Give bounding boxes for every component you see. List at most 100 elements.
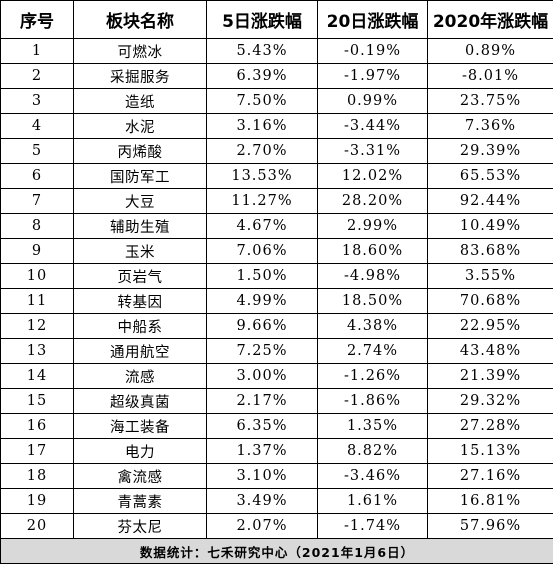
change-20day-cell: 2.74% [318, 339, 428, 364]
sector-name-cell: 芬太尼 [74, 514, 207, 539]
change-5day-cell: 1.50% [207, 264, 318, 289]
index-cell: 19 [1, 489, 74, 514]
change-2020-cell: 29.32% [428, 389, 553, 414]
change-2020-cell: 10.49% [428, 214, 553, 239]
change-2020-cell: 70.68% [428, 289, 553, 314]
change-5day-cell: 13.53% [207, 164, 318, 189]
change-2020-cell: -8.01% [428, 64, 553, 89]
sector-name-cell: 采掘服务 [74, 64, 207, 89]
change-2020-cell: 83.68% [428, 239, 553, 264]
index-cell: 7 [1, 189, 74, 214]
header-sector-name: 板块名称 [74, 1, 207, 39]
header-index: 序号 [1, 1, 74, 39]
index-cell: 3 [1, 89, 74, 114]
change-5day-cell: 11.27% [207, 189, 318, 214]
data-source-note: 数据统计：七禾研究中心（2021年1月6日） [1, 539, 553, 564]
sector-name-cell: 电力 [74, 439, 207, 464]
change-5day-cell: 7.50% [207, 89, 318, 114]
change-5day-cell: 2.07% [207, 514, 318, 539]
change-5day-cell: 7.06% [207, 239, 318, 264]
index-cell: 15 [1, 389, 74, 414]
index-cell: 4 [1, 114, 74, 139]
change-5day-cell: 3.49% [207, 489, 318, 514]
change-5day-cell: 9.66% [207, 314, 318, 339]
index-cell: 13 [1, 339, 74, 364]
change-20day-cell: -1.86% [318, 389, 428, 414]
change-20day-cell: -1.26% [318, 364, 428, 389]
change-2020-cell: 29.39% [428, 139, 553, 164]
change-5day-cell: 3.10% [207, 464, 318, 489]
sector-name-cell: 大豆 [74, 189, 207, 214]
index-cell: 10 [1, 264, 74, 289]
change-20day-cell: -0.19% [318, 39, 428, 64]
index-cell: 17 [1, 439, 74, 464]
header-row: 序号 板块名称 5日涨跌幅 20日涨跌幅 2020年涨跌幅 [1, 1, 553, 39]
sector-name-cell: 中船系 [74, 314, 207, 339]
index-cell: 2 [1, 64, 74, 89]
change-20day-cell: 0.99% [318, 89, 428, 114]
change-2020-cell: 27.16% [428, 464, 553, 489]
change-2020-cell: 92.44% [428, 189, 553, 214]
sector-name-cell: 流感 [74, 364, 207, 389]
change-20day-cell: -1.74% [318, 514, 428, 539]
sector-name-cell: 国防军工 [74, 164, 207, 189]
index-cell: 18 [1, 464, 74, 489]
change-5day-cell: 6.35% [207, 414, 318, 439]
change-5day-cell: 3.16% [207, 114, 318, 139]
change-5day-cell: 4.99% [207, 289, 318, 314]
index-cell: 16 [1, 414, 74, 439]
index-cell: 8 [1, 214, 74, 239]
index-cell: 6 [1, 164, 74, 189]
sector-name-cell: 水泥 [74, 114, 207, 139]
change-20day-cell: 2.99% [318, 214, 428, 239]
index-cell: 9 [1, 239, 74, 264]
sector-name-cell: 玉米 [74, 239, 207, 264]
change-20day-cell: 4.38% [318, 314, 428, 339]
change-2020-cell: 15.13% [428, 439, 553, 464]
change-2020-cell: 3.55% [428, 264, 553, 289]
sector-name-cell: 青蒿素 [74, 489, 207, 514]
change-2020-cell: 21.39% [428, 364, 553, 389]
change-20day-cell: 8.82% [318, 439, 428, 464]
sector-name-cell: 禽流感 [74, 464, 207, 489]
change-20day-cell: -3.46% [318, 464, 428, 489]
change-2020-cell: 23.75% [428, 89, 553, 114]
change-20day-cell: 1.61% [318, 489, 428, 514]
change-5day-cell: 3.00% [207, 364, 318, 389]
footer-row: 数据统计：七禾研究中心（2021年1月6日） [1, 539, 553, 564]
change-2020-cell: 27.28% [428, 414, 553, 439]
header-5day-change: 5日涨跌幅 [207, 1, 318, 39]
change-20day-cell: 18.50% [318, 289, 428, 314]
sector-name-cell: 丙烯酸 [74, 139, 207, 164]
change-20day-cell: -4.98% [318, 264, 428, 289]
index-cell: 1 [1, 39, 74, 64]
change-20day-cell: 12.02% [318, 164, 428, 189]
index-cell: 14 [1, 364, 74, 389]
change-5day-cell: 2.17% [207, 389, 318, 414]
change-2020-cell: 16.81% [428, 489, 553, 514]
change-20day-cell: 28.20% [318, 189, 428, 214]
header-2020-change: 2020年涨跌幅 [428, 1, 553, 39]
change-20day-cell: 1.35% [318, 414, 428, 439]
change-5day-cell: 6.39% [207, 64, 318, 89]
change-2020-cell: 22.95% [428, 314, 553, 339]
sector-name-cell: 海工装备 [74, 414, 207, 439]
